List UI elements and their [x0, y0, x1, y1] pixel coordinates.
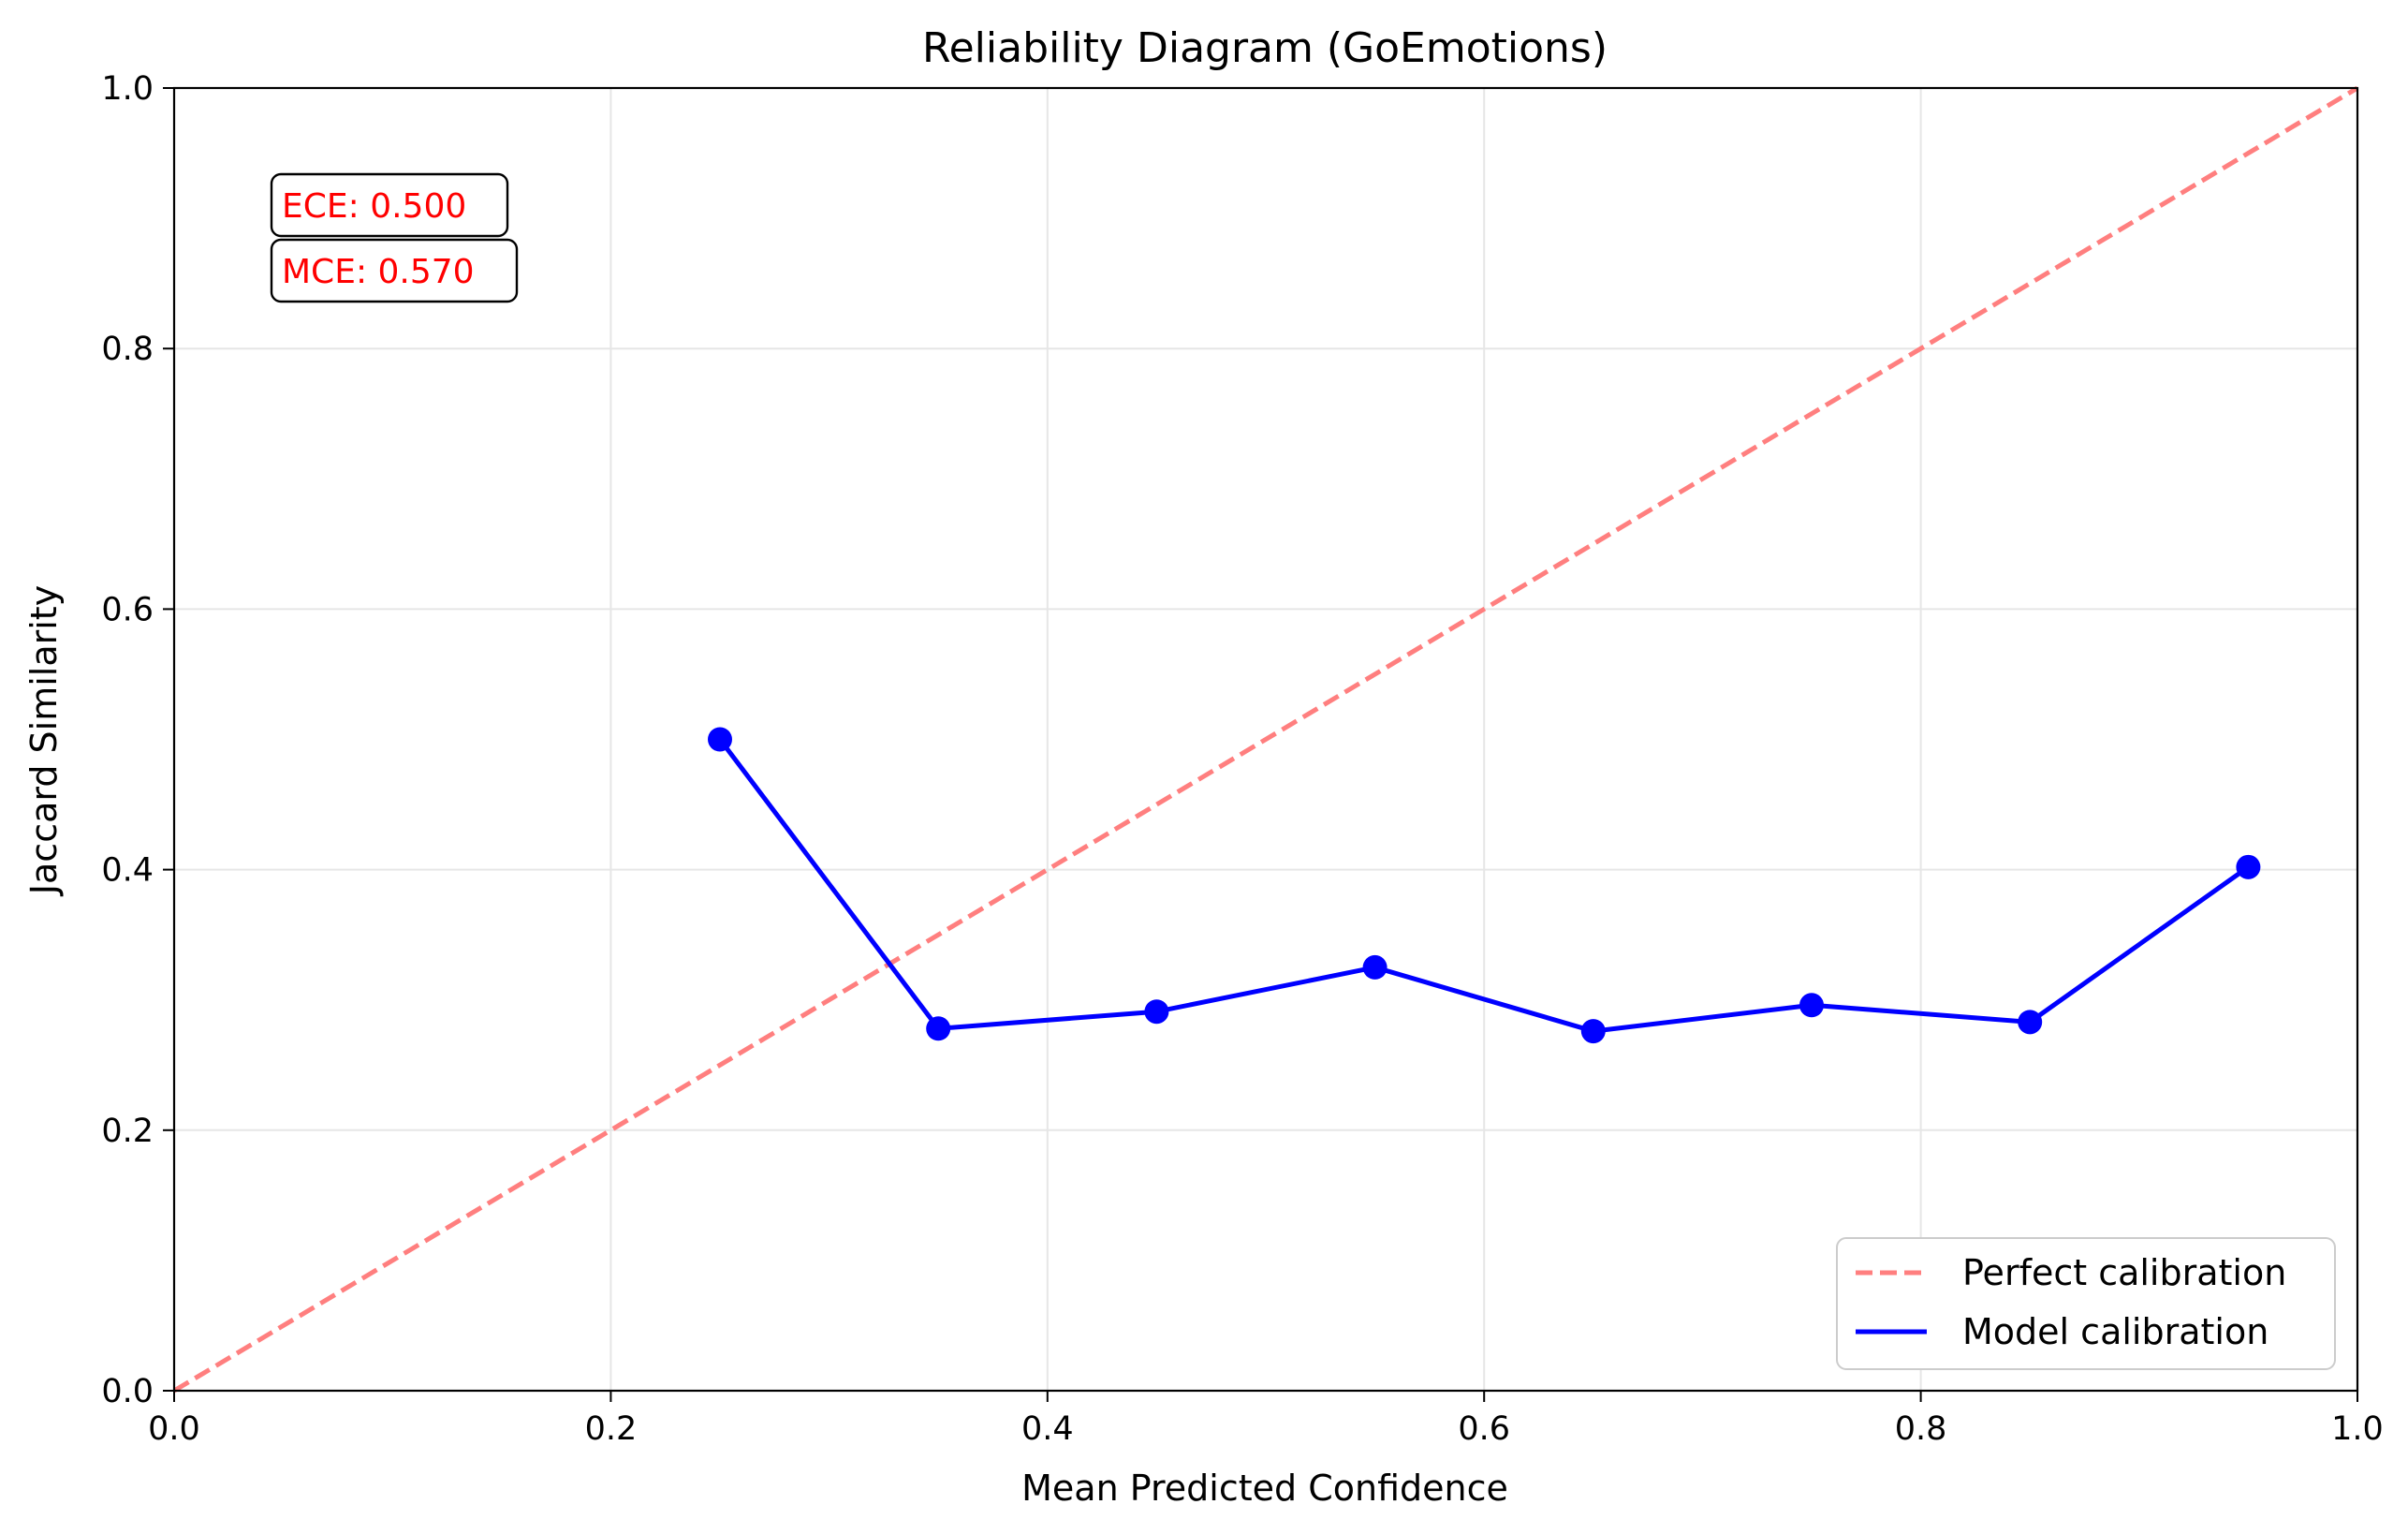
mce-annotation-box — [270, 238, 519, 303]
x-tick-label: 0.2 — [585, 1410, 638, 1448]
x-tick-label: 0.8 — [1895, 1410, 1947, 1448]
y-tick-label: 0.2 — [101, 1113, 154, 1150]
ticks: 0.0 0.2 0.4 0.6 0.8 1.0 0.0 0.2 0.4 0.6 0.8 1.0 — [101, 70, 2384, 1448]
legend-label-perfect: Perfect calibration — [1962, 1252, 2286, 1293]
y-tick-label: 0.4 — [101, 852, 154, 890]
ece-annotation: ECE: 0.500 — [270, 172, 509, 238]
x-tick-label: 0.6 — [1458, 1410, 1510, 1448]
legend: Perfect calibration Model calibration — [1836, 1237, 2336, 1370]
model-calibration-point — [1362, 954, 1388, 980]
y-tick-label: 0.6 — [101, 591, 154, 628]
ece-annotation-box — [270, 172, 509, 238]
y-axis-label: Jaccard Similarity — [23, 585, 65, 896]
x-axis-label: Mean Predicted Confidence — [1021, 1468, 1508, 1509]
model-calibration-point — [926, 1016, 951, 1041]
plot-area — [172, 85, 2359, 1394]
ece-annotation-text: ECE: 0.500 — [282, 187, 466, 226]
legend-label-model: Model calibration — [1962, 1311, 2269, 1352]
model-calibration-point — [1580, 1019, 1606, 1044]
model-calibration-point — [2018, 1010, 2043, 1035]
model-calibration-point — [2236, 854, 2261, 879]
model-calibration-line — [718, 737, 2250, 1034]
x-tick-label: 1.0 — [2331, 1410, 2384, 1448]
x-tick-label: 0.4 — [1021, 1410, 1074, 1448]
legend-box — [1836, 1237, 2336, 1370]
axes-frame — [172, 86, 2359, 1393]
chart-title: Reliability Diagram (GoEmotions) — [922, 24, 1608, 72]
y-tick-label: 0.8 — [101, 331, 154, 368]
model-calibration-point — [1144, 999, 1169, 1025]
y-tick-label: 0.0 — [101, 1373, 154, 1410]
y-tick-label: 1.0 — [101, 70, 154, 108]
model-calibration-point — [1799, 993, 1824, 1018]
model-calibration-point — [708, 727, 732, 752]
x-tick-label: 0.0 — [148, 1410, 200, 1448]
mce-annotation-text: MCE: 0.570 — [282, 253, 475, 291]
perfect-calibration-line — [172, 85, 2359, 1394]
mce-annotation: MCE: 0.570 — [270, 238, 519, 303]
